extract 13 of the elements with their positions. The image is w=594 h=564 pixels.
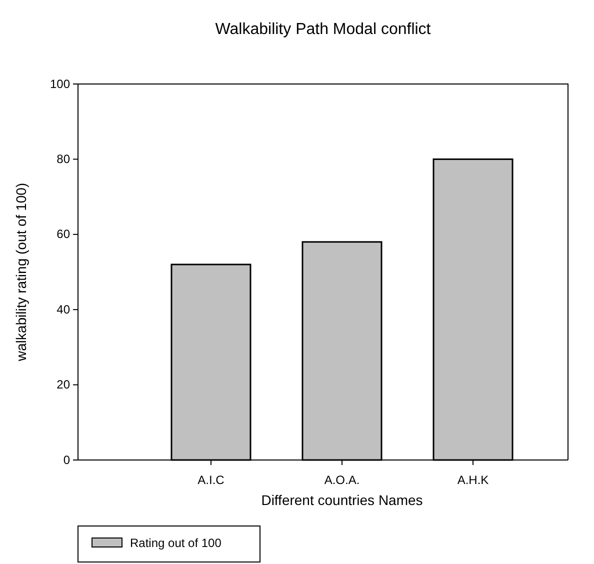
x-tick-label: A.O.A.: [324, 473, 360, 487]
y-tick-label: 80: [56, 152, 70, 166]
legend-label: Rating out of 100: [130, 536, 222, 550]
x-tick-label: A.I.C: [198, 473, 225, 487]
y-tick-label: 60: [56, 227, 70, 242]
y-axis-title: walkability rating (out of 100): [13, 182, 29, 362]
x-axis-title: Different countries Names: [261, 492, 423, 508]
y-tick-label: 100: [50, 76, 70, 91]
y-tick-label: 20: [56, 378, 70, 392]
chart-title: Walkability Path Modal conflict: [215, 21, 432, 38]
y-tick-label: 40: [56, 302, 70, 316]
y-tick-label: 0: [63, 452, 70, 467]
x-tick-label: A.H.K: [457, 473, 489, 487]
